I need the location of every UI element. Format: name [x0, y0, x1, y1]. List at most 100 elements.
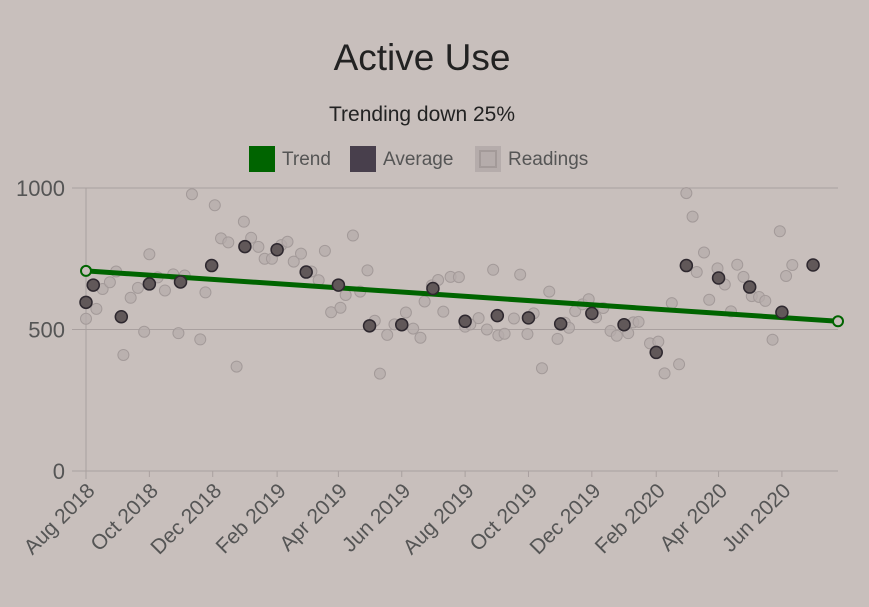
- reading-point[interactable]: [686, 210, 699, 223]
- reading-point[interactable]: [346, 229, 359, 242]
- average-point[interactable]: [742, 280, 757, 294]
- average-point[interactable]: [711, 271, 726, 285]
- average-point[interactable]: [806, 258, 820, 272]
- average-point[interactable]: [521, 311, 536, 325]
- average-point[interactable]: [142, 277, 157, 291]
- legend-label-trend: Trend: [282, 149, 331, 170]
- trend-endpoint[interactable]: [80, 264, 92, 277]
- average-point[interactable]: [679, 258, 694, 273]
- average-point[interactable]: [299, 265, 313, 279]
- trend-endpoint[interactable]: [832, 315, 844, 328]
- legend-swatch-trend: [249, 146, 275, 172]
- reading-point[interactable]: [252, 240, 265, 253]
- reading-point[interactable]: [185, 188, 198, 201]
- reading-point[interactable]: [759, 294, 772, 307]
- legend-item-trend[interactable]: Trend: [249, 146, 331, 172]
- reading-point[interactable]: [80, 312, 92, 325]
- average-point[interactable]: [490, 308, 505, 323]
- reading-point[interactable]: [295, 247, 308, 260]
- reading-point[interactable]: [414, 331, 427, 344]
- reading-point[interactable]: [318, 244, 331, 257]
- reading-point[interactable]: [673, 358, 686, 371]
- reading-point[interactable]: [361, 264, 374, 277]
- reading-point[interactable]: [418, 295, 431, 308]
- average-point[interactable]: [114, 310, 129, 324]
- reading-point[interactable]: [680, 187, 693, 200]
- reading-point[interactable]: [514, 268, 527, 281]
- average-point[interactable]: [204, 258, 219, 273]
- reading-point[interactable]: [737, 270, 750, 283]
- reading-point[interactable]: [199, 286, 212, 299]
- reading-point[interactable]: [373, 367, 386, 380]
- average-point[interactable]: [585, 306, 599, 321]
- reading-point[interactable]: [90, 302, 103, 315]
- y-tick-label: 500: [28, 318, 65, 343]
- reading-point[interactable]: [658, 367, 671, 380]
- y-tick-label: 1000: [16, 176, 65, 201]
- reading-point[interactable]: [632, 315, 645, 328]
- reading-point[interactable]: [487, 263, 500, 276]
- average-point[interactable]: [362, 319, 377, 333]
- reading-point[interactable]: [452, 271, 465, 284]
- reading-point[interactable]: [698, 246, 711, 259]
- reading-point[interactable]: [766, 333, 779, 346]
- chart-subtitle: Trending down 25%: [329, 103, 515, 126]
- average-point[interactable]: [775, 305, 789, 319]
- reading-point[interactable]: [652, 335, 665, 348]
- reading-point[interactable]: [773, 225, 786, 238]
- legend-item-average[interactable]: Average: [350, 146, 453, 172]
- reading-point[interactable]: [245, 231, 258, 244]
- average-point[interactable]: [79, 295, 93, 310]
- reading-point[interactable]: [208, 199, 221, 212]
- reading-point[interactable]: [543, 285, 556, 298]
- average-point[interactable]: [553, 317, 568, 331]
- x-tick-label: Apr 2019: [275, 479, 352, 556]
- average-point[interactable]: [395, 317, 409, 332]
- reading-point[interactable]: [731, 258, 744, 271]
- reading-point[interactable]: [281, 235, 294, 248]
- reading-point[interactable]: [437, 305, 450, 318]
- reading-point[interactable]: [780, 270, 793, 283]
- reading-point[interactable]: [237, 215, 250, 228]
- legend-item-readings[interactable]: Readings: [475, 146, 588, 172]
- reading-point[interactable]: [230, 360, 243, 373]
- reading-point[interactable]: [407, 322, 420, 335]
- reading-point[interactable]: [665, 297, 678, 310]
- reading-point[interactable]: [551, 332, 564, 345]
- average-point[interactable]: [173, 275, 188, 289]
- average-point[interactable]: [458, 314, 472, 329]
- reading-point[interactable]: [158, 284, 171, 297]
- average-point[interactable]: [331, 278, 346, 292]
- reading-point[interactable]: [381, 328, 394, 341]
- reading-point[interactable]: [703, 293, 716, 306]
- reading-point[interactable]: [507, 312, 520, 325]
- reading-point[interactable]: [103, 276, 116, 289]
- reading-point[interactable]: [610, 329, 623, 342]
- reading-point[interactable]: [472, 312, 485, 325]
- reading-point[interactable]: [690, 266, 703, 279]
- reading-point[interactable]: [222, 236, 235, 249]
- average-point[interactable]: [86, 278, 101, 292]
- average-point[interactable]: [270, 242, 284, 257]
- reading-point[interactable]: [194, 333, 207, 346]
- reading-point[interactable]: [124, 291, 137, 304]
- reading-point[interactable]: [535, 362, 548, 375]
- average-point[interactable]: [649, 345, 663, 360]
- reading-point[interactable]: [334, 301, 347, 314]
- reading-point[interactable]: [287, 255, 300, 268]
- reading-point[interactable]: [117, 348, 130, 361]
- reading-point[interactable]: [786, 258, 799, 271]
- reading-point[interactable]: [399, 306, 412, 319]
- legend-swatch-average: [350, 146, 376, 172]
- reading-point[interactable]: [131, 281, 144, 294]
- reading-point[interactable]: [480, 323, 493, 336]
- average-point[interactable]: [617, 317, 631, 332]
- reading-point[interactable]: [138, 325, 151, 338]
- reading-point[interactable]: [339, 288, 352, 301]
- average-point[interactable]: [238, 239, 252, 254]
- average-point[interactable]: [426, 281, 440, 296]
- reading-point[interactable]: [521, 328, 534, 341]
- reading-point[interactable]: [172, 327, 185, 340]
- reading-point[interactable]: [498, 327, 511, 340]
- reading-point[interactable]: [143, 248, 156, 261]
